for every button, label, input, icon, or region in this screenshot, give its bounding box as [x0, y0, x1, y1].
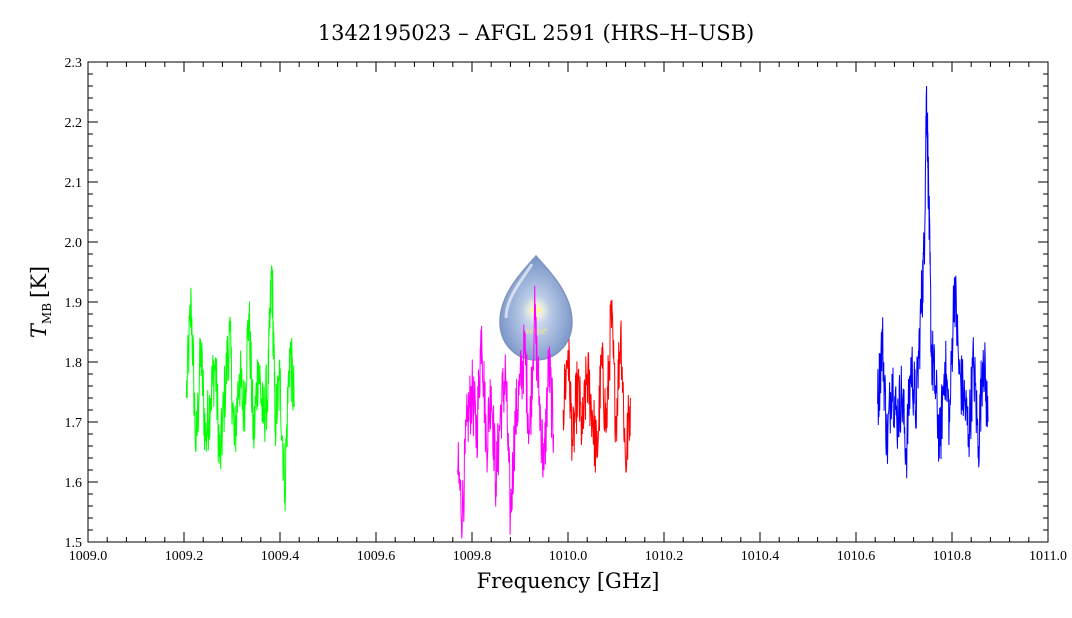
y-tick-label: 2.1: [65, 176, 83, 191]
y-axis-label-unit: [K]: [27, 266, 51, 298]
x-tick-label: 1010.0: [549, 549, 588, 564]
series-line-0: [185, 265, 295, 512]
x-tick-label: 1009.4: [261, 549, 300, 564]
x-tick-label: 1010.6: [837, 549, 876, 564]
y-tick-label: 2.0: [65, 236, 83, 251]
x-tick-label: 1010.2: [645, 549, 684, 564]
x-axis: 1009.0 1009.2 1009.4 1009.6 1009.8 1010.0 1010…: [69, 62, 1067, 564]
y-axis-label-main: T: [27, 322, 51, 338]
y-tick-label: 1.5: [65, 536, 83, 551]
y-axis: 1.5 1.6 1.7 1.8 1.9 2.0 2.1 2.2 2.3: [65, 56, 1048, 551]
y-tick-label: 1.6: [65, 476, 83, 491]
x-tick-label: 1009.6: [357, 549, 396, 564]
chart-title: 1342195023 – AFGL 2591 (HRS–H–USB): [318, 21, 754, 45]
x-tick-label: 1010.4: [741, 549, 780, 564]
x-axis-label: Frequency [GHz]: [477, 569, 660, 593]
x-tick-label: 1009.0: [69, 549, 108, 564]
x-tick-label: 1009.8: [453, 549, 492, 564]
y-axis-label: TMB [K]: [27, 266, 54, 338]
series-line-1: [457, 285, 555, 539]
y-tick-label: 1.8: [65, 356, 83, 371]
y-tick-label: 1.9: [65, 296, 83, 311]
series-line-2: [562, 299, 631, 473]
y-tick-label: 2.2: [65, 116, 83, 131]
y-axis-label-sub: MB: [40, 303, 54, 324]
x-tick-label: 1011.0: [1029, 549, 1067, 564]
series-layer: [185, 85, 989, 539]
y-tick-label: 1.7: [65, 416, 83, 431]
series-line-3: [877, 85, 989, 479]
y-tick-label: 2.3: [65, 56, 83, 71]
x-tick-label: 1009.2: [165, 549, 204, 564]
x-tick-label: 1010.8: [933, 549, 972, 564]
